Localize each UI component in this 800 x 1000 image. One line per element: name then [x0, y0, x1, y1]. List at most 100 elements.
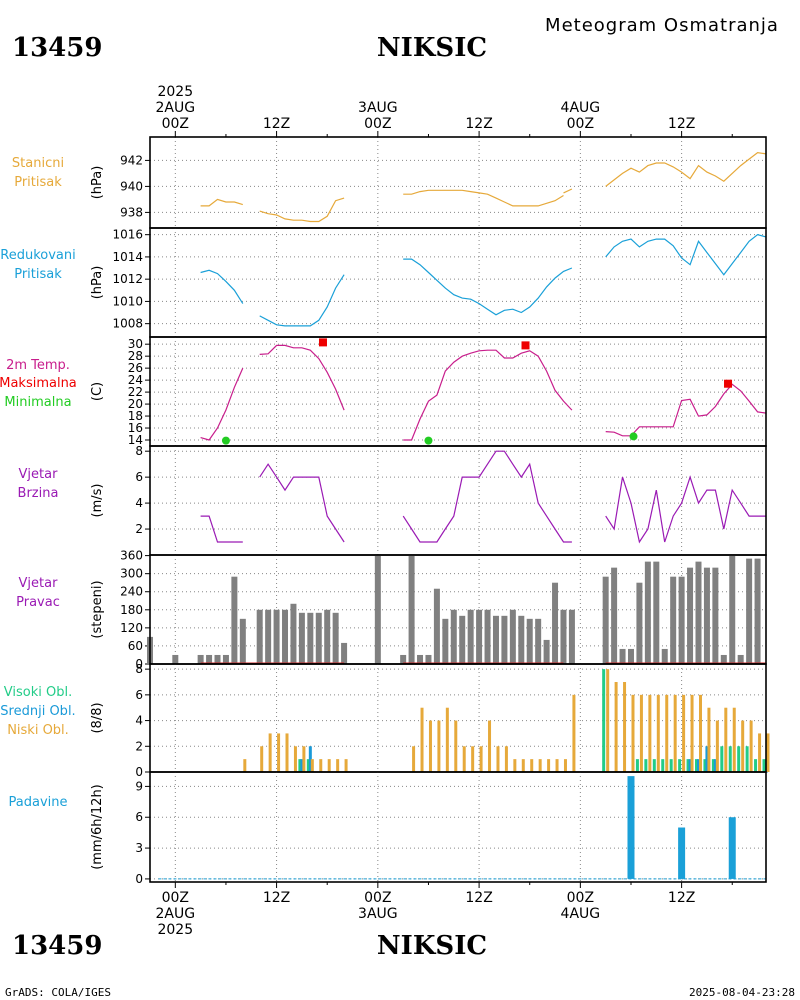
cloud-bar-niski-obl- — [555, 759, 559, 772]
series-line — [402, 450, 572, 543]
station-id-bottom: 13459 — [12, 931, 102, 961]
panel-title-line: Brzina — [18, 486, 59, 501]
time-label-top: 12Z — [465, 116, 492, 132]
cloud-bar-niski-obl- — [479, 746, 483, 772]
time-label-top: 00Z — [364, 116, 391, 132]
panel-frame — [149, 336, 767, 447]
wind-direction-bar — [703, 567, 710, 664]
y-tick-label: 26 — [128, 361, 143, 375]
wind-direction-bar — [509, 609, 516, 664]
y-tick-label: 60 — [128, 639, 143, 653]
cloud-bar-niski-obl- — [336, 759, 340, 772]
wind-direction-bar — [535, 618, 542, 664]
wind-direction-bar — [644, 561, 651, 664]
wind-direction-bar — [602, 576, 609, 664]
y-tick-label: 0 — [135, 872, 143, 886]
cloud-bar-visoki-obl- — [669, 759, 673, 772]
wind-direction-bar — [720, 654, 727, 664]
y-tick-label: 3 — [135, 841, 143, 855]
y-tick-label: 18 — [128, 409, 143, 423]
wind-direction-bar — [653, 561, 660, 664]
panel-clouds: 0 2 4 6 8 (8/8) Visoki Obl. Srednji Obl. Niski O… — [0, 662, 770, 779]
y-axis-label: (mm/6h/12h) — [90, 784, 105, 870]
time-label-bottom: 4AUG — [561, 906, 601, 922]
time-label-bottom: 2AUG — [156, 906, 196, 922]
panel-wind_speed: 2 4 6 8 (m/s) Vjetar Brzina — [18, 444, 767, 556]
time-label-bottom: 12Z — [465, 890, 492, 906]
panel-title-line: Pritisak — [14, 175, 62, 190]
wind-direction-bar — [467, 609, 474, 664]
series-line — [259, 344, 345, 411]
panel-title-line: 2m Temp. — [6, 358, 70, 373]
panel-wind_direction: 0 60 120 180 240 300 360 (stepeni) Vjetar Pravac — [16, 549, 767, 671]
y-tick-label: 180 — [120, 603, 143, 617]
cloud-bar-srednji-obl- — [696, 759, 700, 772]
wind-direction-bar — [552, 582, 559, 664]
cloud-bar-srednji-obl- — [705, 746, 709, 772]
wind-direction-bar — [298, 612, 305, 664]
cloud-bar-niski-obl- — [648, 694, 652, 772]
y-tick-label: 120 — [120, 621, 143, 635]
cloud-bar-niski-obl- — [673, 694, 677, 772]
y-tick-label: 16 — [128, 421, 143, 435]
cloud-bar-niski-obl- — [420, 707, 424, 772]
cloud-bar-niski-obl- — [319, 759, 323, 772]
series-line — [259, 463, 345, 543]
cloud-bar-srednji-obl- — [688, 759, 692, 772]
panel-title-line: Redukovani — [0, 248, 75, 263]
cloud-bar-niski-obl- — [277, 733, 281, 772]
wind-direction-bar — [332, 612, 339, 664]
wind-direction-bar — [307, 612, 314, 664]
cloud-bar-niski-obl- — [260, 746, 264, 772]
cloud-bar-visoki-obl- — [762, 759, 766, 772]
wind-direction-bar — [459, 615, 466, 664]
y-tick-label: 14 — [128, 433, 143, 447]
wind-direction-bar — [450, 609, 457, 664]
panel-station_pressure: 938 940 942 (hPa) Stanicni Pritisak — [12, 136, 767, 229]
cloud-bar-visoki-obl- — [661, 759, 665, 772]
cloud-bar-visoki-obl- — [298, 759, 302, 772]
cloud-bar-srednji-obl- — [308, 746, 312, 772]
station-name-bottom: NIKSIC — [377, 931, 487, 961]
series-line — [403, 258, 573, 316]
wind-direction-bar — [678, 576, 685, 664]
wind-direction-bar — [737, 654, 744, 664]
cloud-bar-niski-obl- — [302, 746, 306, 772]
cloud-bar-visoki-obl- — [720, 746, 724, 772]
cloud-bar-niski-obl- — [665, 694, 669, 772]
series-line — [200, 367, 244, 441]
wind-direction-bar — [754, 558, 761, 664]
panel-precipitation: 0 3 6 9 (mm/6h/12h) Padavine — [9, 771, 767, 886]
cloud-bar-niski-obl- — [690, 694, 694, 772]
wind-direction-bar — [315, 612, 322, 664]
cloud-bar-niski-obl- — [454, 720, 458, 772]
time-label-top: 2AUG — [156, 100, 196, 116]
series-line — [200, 198, 243, 207]
series-line — [605, 475, 766, 544]
wind-direction-bar — [282, 609, 289, 664]
y-tick-label: 9 — [135, 779, 143, 793]
time-label-bottom: 00Z — [567, 890, 594, 906]
cloud-bar-niski-obl- — [344, 759, 348, 772]
wind-direction-bar — [526, 618, 533, 664]
wind-direction-bar — [518, 615, 525, 664]
wind-direction-bar — [619, 648, 626, 664]
cloud-bar-niski-obl- — [521, 759, 525, 772]
cloud-bar-niski-obl- — [631, 694, 635, 772]
cloud-bar-niski-obl- — [243, 759, 247, 772]
wind-direction-bar — [239, 618, 246, 664]
cloud-bar-visoki-obl- — [686, 759, 690, 772]
wind-direction-bar — [290, 603, 297, 664]
cloud-bar-visoki-obl- — [737, 746, 741, 772]
cloud-bar-visoki-obl- — [644, 759, 648, 772]
wind-direction-bar — [746, 558, 753, 664]
wind-direction-bar — [492, 615, 499, 664]
grads-credit: GrADS: COLA/IGES — [5, 986, 111, 999]
wind-direction-bar — [661, 648, 668, 664]
panel-title-line: Padavine — [9, 795, 68, 810]
wind-direction-bar — [687, 567, 694, 664]
cloud-bar-niski-obl- — [471, 746, 475, 772]
y-tick-label: 0 — [135, 765, 143, 779]
wind-direction-bar — [627, 648, 634, 664]
cloud-bar-niski-obl- — [530, 759, 534, 772]
